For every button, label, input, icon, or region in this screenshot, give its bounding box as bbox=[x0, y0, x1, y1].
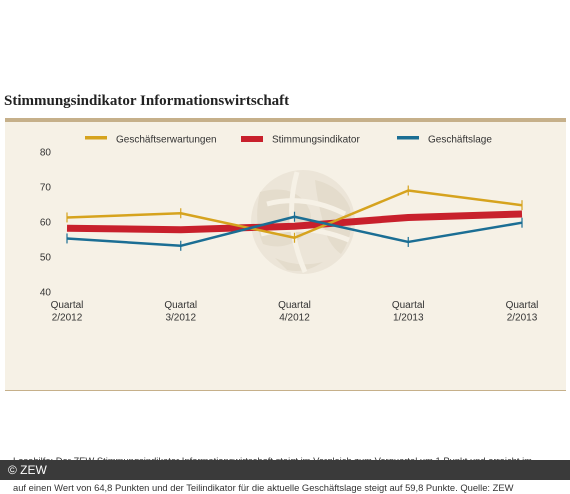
legend-swatch bbox=[397, 136, 419, 140]
x-tick-label: Quartal 4/2012 bbox=[278, 300, 311, 324]
chart-title: Stimmungsindikator Informationswirtschaf… bbox=[4, 93, 290, 109]
series-group bbox=[66, 185, 523, 251]
legend-item-1: Geschäftserwartungen bbox=[85, 135, 217, 146]
chart-panel: Geschäftserwartungen Stimmungsindikator Ge… bbox=[5, 118, 566, 493]
legend-item-2: Stimmungsindikator bbox=[241, 135, 360, 146]
legend-label: Geschäftserwartungen bbox=[116, 135, 217, 146]
watermark-globe-icon bbox=[251, 170, 355, 274]
series-3 bbox=[66, 211, 523, 251]
series-2 bbox=[66, 210, 523, 234]
footer-bar: © ZEW bbox=[0, 460, 570, 480]
series-line bbox=[66, 210, 523, 234]
y-axis: 40 50 60 70 80 bbox=[40, 148, 52, 299]
legend-item-3: Geschäftslage bbox=[397, 135, 492, 146]
y-tick-label: 60 bbox=[40, 218, 52, 229]
x-tick-label: Quartal 2/2012 bbox=[51, 300, 84, 324]
line-chart: Geschäftserwartungen Stimmungsindikator Ge… bbox=[40, 135, 539, 324]
y-tick-label: 40 bbox=[40, 288, 52, 299]
x-axis: Quartal 2/2012 Quartal 3/2012 Quartal 4/2012 Q… bbox=[51, 300, 539, 324]
legend-label: Stimmungsindikator bbox=[272, 135, 360, 146]
legend: Geschäftserwartungen Stimmungsindikator Ge… bbox=[85, 135, 492, 146]
x-tick-label: Quartal 3/2012 bbox=[164, 300, 197, 324]
legend-swatch bbox=[85, 136, 107, 140]
x-tick-label: Quartal 1/2013 bbox=[392, 300, 425, 324]
y-tick-label: 50 bbox=[40, 253, 52, 264]
series-1 bbox=[66, 185, 523, 243]
legend-swatch bbox=[241, 136, 263, 142]
copyright-text: © ZEW bbox=[8, 463, 47, 477]
y-tick-label: 80 bbox=[40, 148, 52, 159]
legend-label: Geschäftslage bbox=[428, 135, 492, 146]
y-tick-label: 70 bbox=[40, 183, 52, 194]
x-tick-label: Quartal 2/2013 bbox=[506, 300, 539, 324]
